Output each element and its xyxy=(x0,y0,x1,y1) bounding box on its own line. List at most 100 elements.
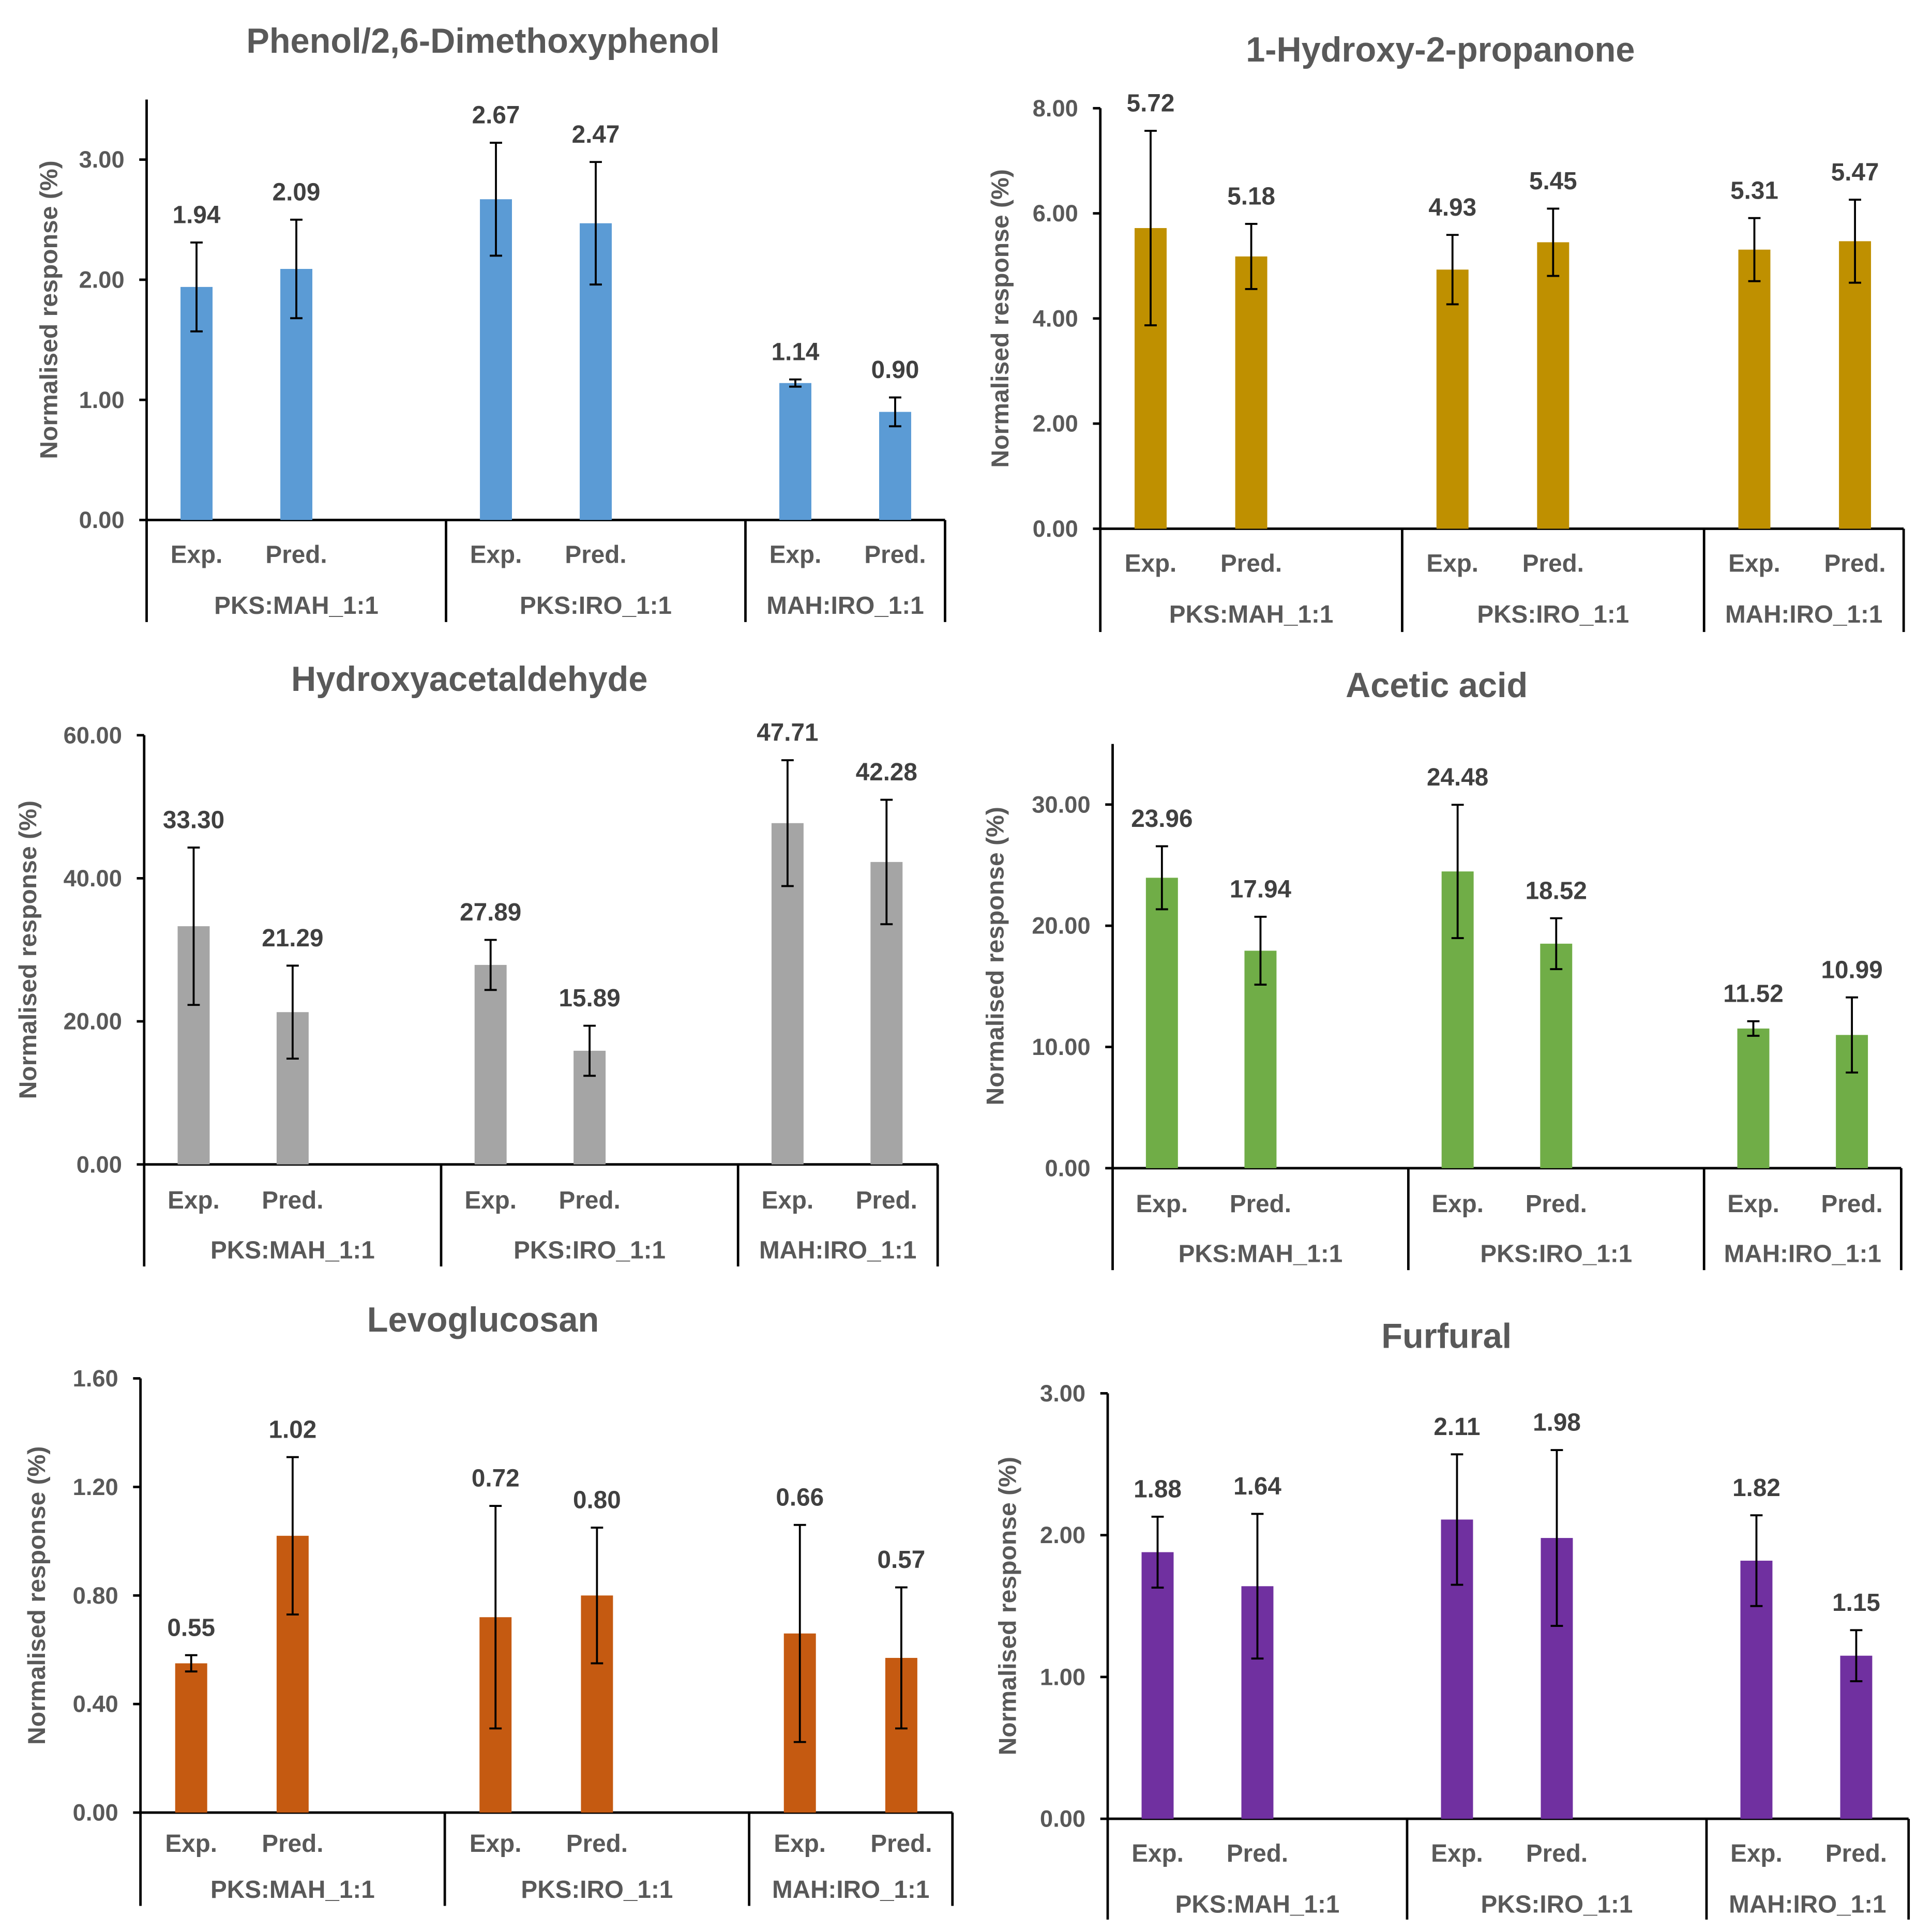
value-label-exp-pks-mah-1-1: 23.96 xyxy=(1131,805,1193,833)
category-label-exp-pks-iro-1-1: Exp. xyxy=(470,1830,522,1858)
y-axis-title: Normalised response (%) xyxy=(36,160,63,459)
error-bar-exp-mah-iro-1-1 xyxy=(793,1523,806,1743)
group-label-mah-iro-1-1: MAH:IRO_1:1 xyxy=(1725,601,1882,628)
error-bar-pred-mah-iro-1-1 xyxy=(880,798,893,926)
group-label-pks-iro-1-1: PKS:IRO_1:1 xyxy=(1477,601,1629,628)
value-label-exp-pks-mah-1-1: 0.55 xyxy=(167,1614,215,1641)
group-label-pks-iro-1-1: PKS:IRO_1:1 xyxy=(521,1876,673,1904)
value-label-pred-pks-iro-1-1: 0.80 xyxy=(573,1487,621,1514)
error-bar-pred-pks-iro-1-1 xyxy=(590,161,602,286)
category-label-pred-pks-iro-1-1: Pred. xyxy=(1526,1190,1587,1218)
group-label-mah-iro-1-1: MAH:IRO_1:1 xyxy=(766,592,924,620)
value-label-pred-pks-iro-1-1: 18.52 xyxy=(1526,877,1587,904)
value-label-exp-pks-iro-1-1: 2.11 xyxy=(1433,1413,1480,1441)
error-bar-exp-pks-mah-1-1 xyxy=(1155,845,1168,911)
category-label-exp-pks-mah-1-1: Exp. xyxy=(171,541,223,568)
group-label-mah-iro-1-1: MAH:IRO_1:1 xyxy=(1724,1240,1881,1267)
y-tick-label: 4.00 xyxy=(1033,305,1078,331)
value-label-exp-pks-iro-1-1: 27.89 xyxy=(460,899,521,926)
value-label-pred-pks-mah-1-1: 1.64 xyxy=(1233,1473,1281,1500)
bar-pred-mah-iro-1-1 xyxy=(1839,241,1871,529)
category-label-exp-pks-mah-1-1: Exp. xyxy=(168,1187,220,1214)
error-bar-pred-pks-iro-1-1 xyxy=(1550,917,1563,970)
y-tick-label: 0.00 xyxy=(1033,516,1078,542)
bar-pred-pks-iro-1-1 xyxy=(1537,242,1569,529)
value-label-exp-pks-mah-1-1: 5.72 xyxy=(1127,89,1175,117)
value-label-exp-mah-iro-1-1: 11.52 xyxy=(1723,980,1784,1007)
category-label-pred-pks-mah-1-1: Pred. xyxy=(265,541,327,568)
value-label-pred-pks-iro-1-1: 15.89 xyxy=(559,985,620,1012)
category-label-pred-mah-iro-1-1: Pred. xyxy=(1825,1840,1887,1867)
chart-panel-hydroxy-propanone: 1-Hydroxy-2-propanone Normalised response… xyxy=(987,31,1905,632)
error-bar-exp-pks-iro-1-1 xyxy=(484,939,497,991)
bar-exp-mah-iro-1-1 xyxy=(1737,1028,1770,1168)
error-bar-pred-pks-mah-1-1 xyxy=(286,964,299,1060)
y-tick-label: 2.00 xyxy=(1033,411,1078,437)
y-tick-label: 0.00 xyxy=(77,1151,122,1178)
bar-exp-pks-mah-1-1 xyxy=(1141,1552,1174,1819)
error-bar-pred-pks-mah-1-1 xyxy=(286,1456,299,1616)
value-label-exp-mah-iro-1-1: 1.14 xyxy=(772,338,820,366)
bar-pred-pks-mah-1-1 xyxy=(1244,950,1277,1168)
value-label-exp-pks-mah-1-1: 33.30 xyxy=(163,806,224,834)
group-label-pks-iro-1-1: PKS:IRO_1:1 xyxy=(1480,1240,1632,1267)
value-label-exp-pks-mah-1-1: 1.88 xyxy=(1134,1475,1182,1503)
error-bar-pred-pks-iro-1-1 xyxy=(1547,207,1560,277)
y-tick-label: 1.60 xyxy=(73,1365,118,1392)
error-bar-pred-mah-iro-1-1 xyxy=(1850,1629,1863,1682)
group-label-pks-mah-1-1: PKS:MAH_1:1 xyxy=(214,592,379,620)
value-label-exp-pks-mah-1-1: 1.94 xyxy=(173,201,221,229)
y-tick-label: 0.00 xyxy=(1045,1155,1091,1181)
y-axis-title: Normalised response (%) xyxy=(982,807,1009,1105)
error-bar-exp-pks-mah-1-1 xyxy=(187,846,200,1006)
chart-title: Acetic acid xyxy=(1346,666,1528,705)
category-label-exp-mah-iro-1-1: Exp. xyxy=(1730,1840,1783,1867)
category-label-exp-pks-iro-1-1: Exp. xyxy=(1426,550,1478,577)
value-label-pred-mah-iro-1-1: 0.90 xyxy=(871,356,919,384)
chart-panel-acetic-acid: Acetic acid Normalised response (%) 0.00 10… xyxy=(982,666,1903,1271)
value-label-exp-mah-iro-1-1: 1.82 xyxy=(1732,1474,1780,1502)
value-label-exp-pks-iro-1-1: 24.48 xyxy=(1427,764,1488,791)
category-label-pred-pks-mah-1-1: Pred. xyxy=(1227,1840,1288,1867)
category-label-exp-pks-iro-1-1: Exp. xyxy=(1431,1840,1483,1867)
category-label-exp-mah-iro-1-1: Exp. xyxy=(1728,550,1780,577)
group-label-mah-iro-1-1: MAH:IRO_1:1 xyxy=(759,1236,916,1264)
category-label-pred-pks-mah-1-1: Pred. xyxy=(262,1830,323,1858)
error-bar-pred-pks-iro-1-1 xyxy=(1550,1449,1563,1627)
chart-title: Hydroxyacetaldehyde xyxy=(291,660,647,699)
category-label-exp-pks-mah-1-1: Exp. xyxy=(1136,1190,1188,1218)
value-label-pred-pks-iro-1-1: 5.45 xyxy=(1529,168,1577,195)
y-tick-label: 0.00 xyxy=(1040,1805,1085,1832)
category-label-exp-mah-iro-1-1: Exp. xyxy=(774,1830,826,1858)
error-bar-pred-pks-iro-1-1 xyxy=(583,1024,596,1077)
bar-exp-pks-iro-1-1 xyxy=(474,964,507,1165)
error-bar-exp-pks-iro-1-1 xyxy=(1451,1453,1463,1586)
value-label-pred-pks-iro-1-1: 1.98 xyxy=(1533,1409,1581,1436)
value-label-exp-pks-iro-1-1: 0.72 xyxy=(472,1465,520,1492)
chart-panel-hydroxyacetaldehyde: Hydroxyacetaldehyde Normalised response (… xyxy=(14,660,939,1266)
error-bar-exp-pks-iro-1-1 xyxy=(490,142,502,257)
value-label-pred-pks-mah-1-1: 5.18 xyxy=(1227,183,1275,210)
bar-exp-pks-iro-1-1 xyxy=(1436,269,1469,529)
group-label-pks-mah-1-1: PKS:MAH_1:1 xyxy=(1169,601,1334,628)
y-tick-label: 40.00 xyxy=(64,865,122,892)
bar-pred-pks-iro-1-1 xyxy=(1540,943,1573,1168)
bar-exp-mah-iro-1-1 xyxy=(1738,249,1771,529)
group-label-pks-mah-1-1: PKS:MAH_1:1 xyxy=(1175,1891,1340,1918)
category-label-exp-pks-mah-1-1: Exp. xyxy=(1131,1840,1184,1867)
error-bar-exp-pks-iro-1-1 xyxy=(489,1505,502,1730)
chart-panel-furfural: Furfural Normalised response (%) 0.00 1.00 2… xyxy=(994,1317,1910,1920)
bar-pred-mah-iro-1-1 xyxy=(879,412,911,520)
y-tick-label: 6.00 xyxy=(1033,200,1078,227)
value-label-pred-pks-mah-1-1: 17.94 xyxy=(1230,876,1292,903)
category-label-exp-pks-iro-1-1: Exp. xyxy=(1431,1190,1484,1218)
category-label-pred-pks-mah-1-1: Pred. xyxy=(262,1187,323,1214)
error-bar-exp-pks-mah-1-1 xyxy=(1151,1516,1164,1589)
value-label-pred-mah-iro-1-1: 1.15 xyxy=(1832,1589,1880,1617)
category-label-pred-mah-iro-1-1: Pred. xyxy=(856,1187,917,1214)
chart-title: Levoglucosan xyxy=(367,1301,599,1339)
group-label-pks-mah-1-1: PKS:MAH_1:1 xyxy=(210,1876,375,1904)
